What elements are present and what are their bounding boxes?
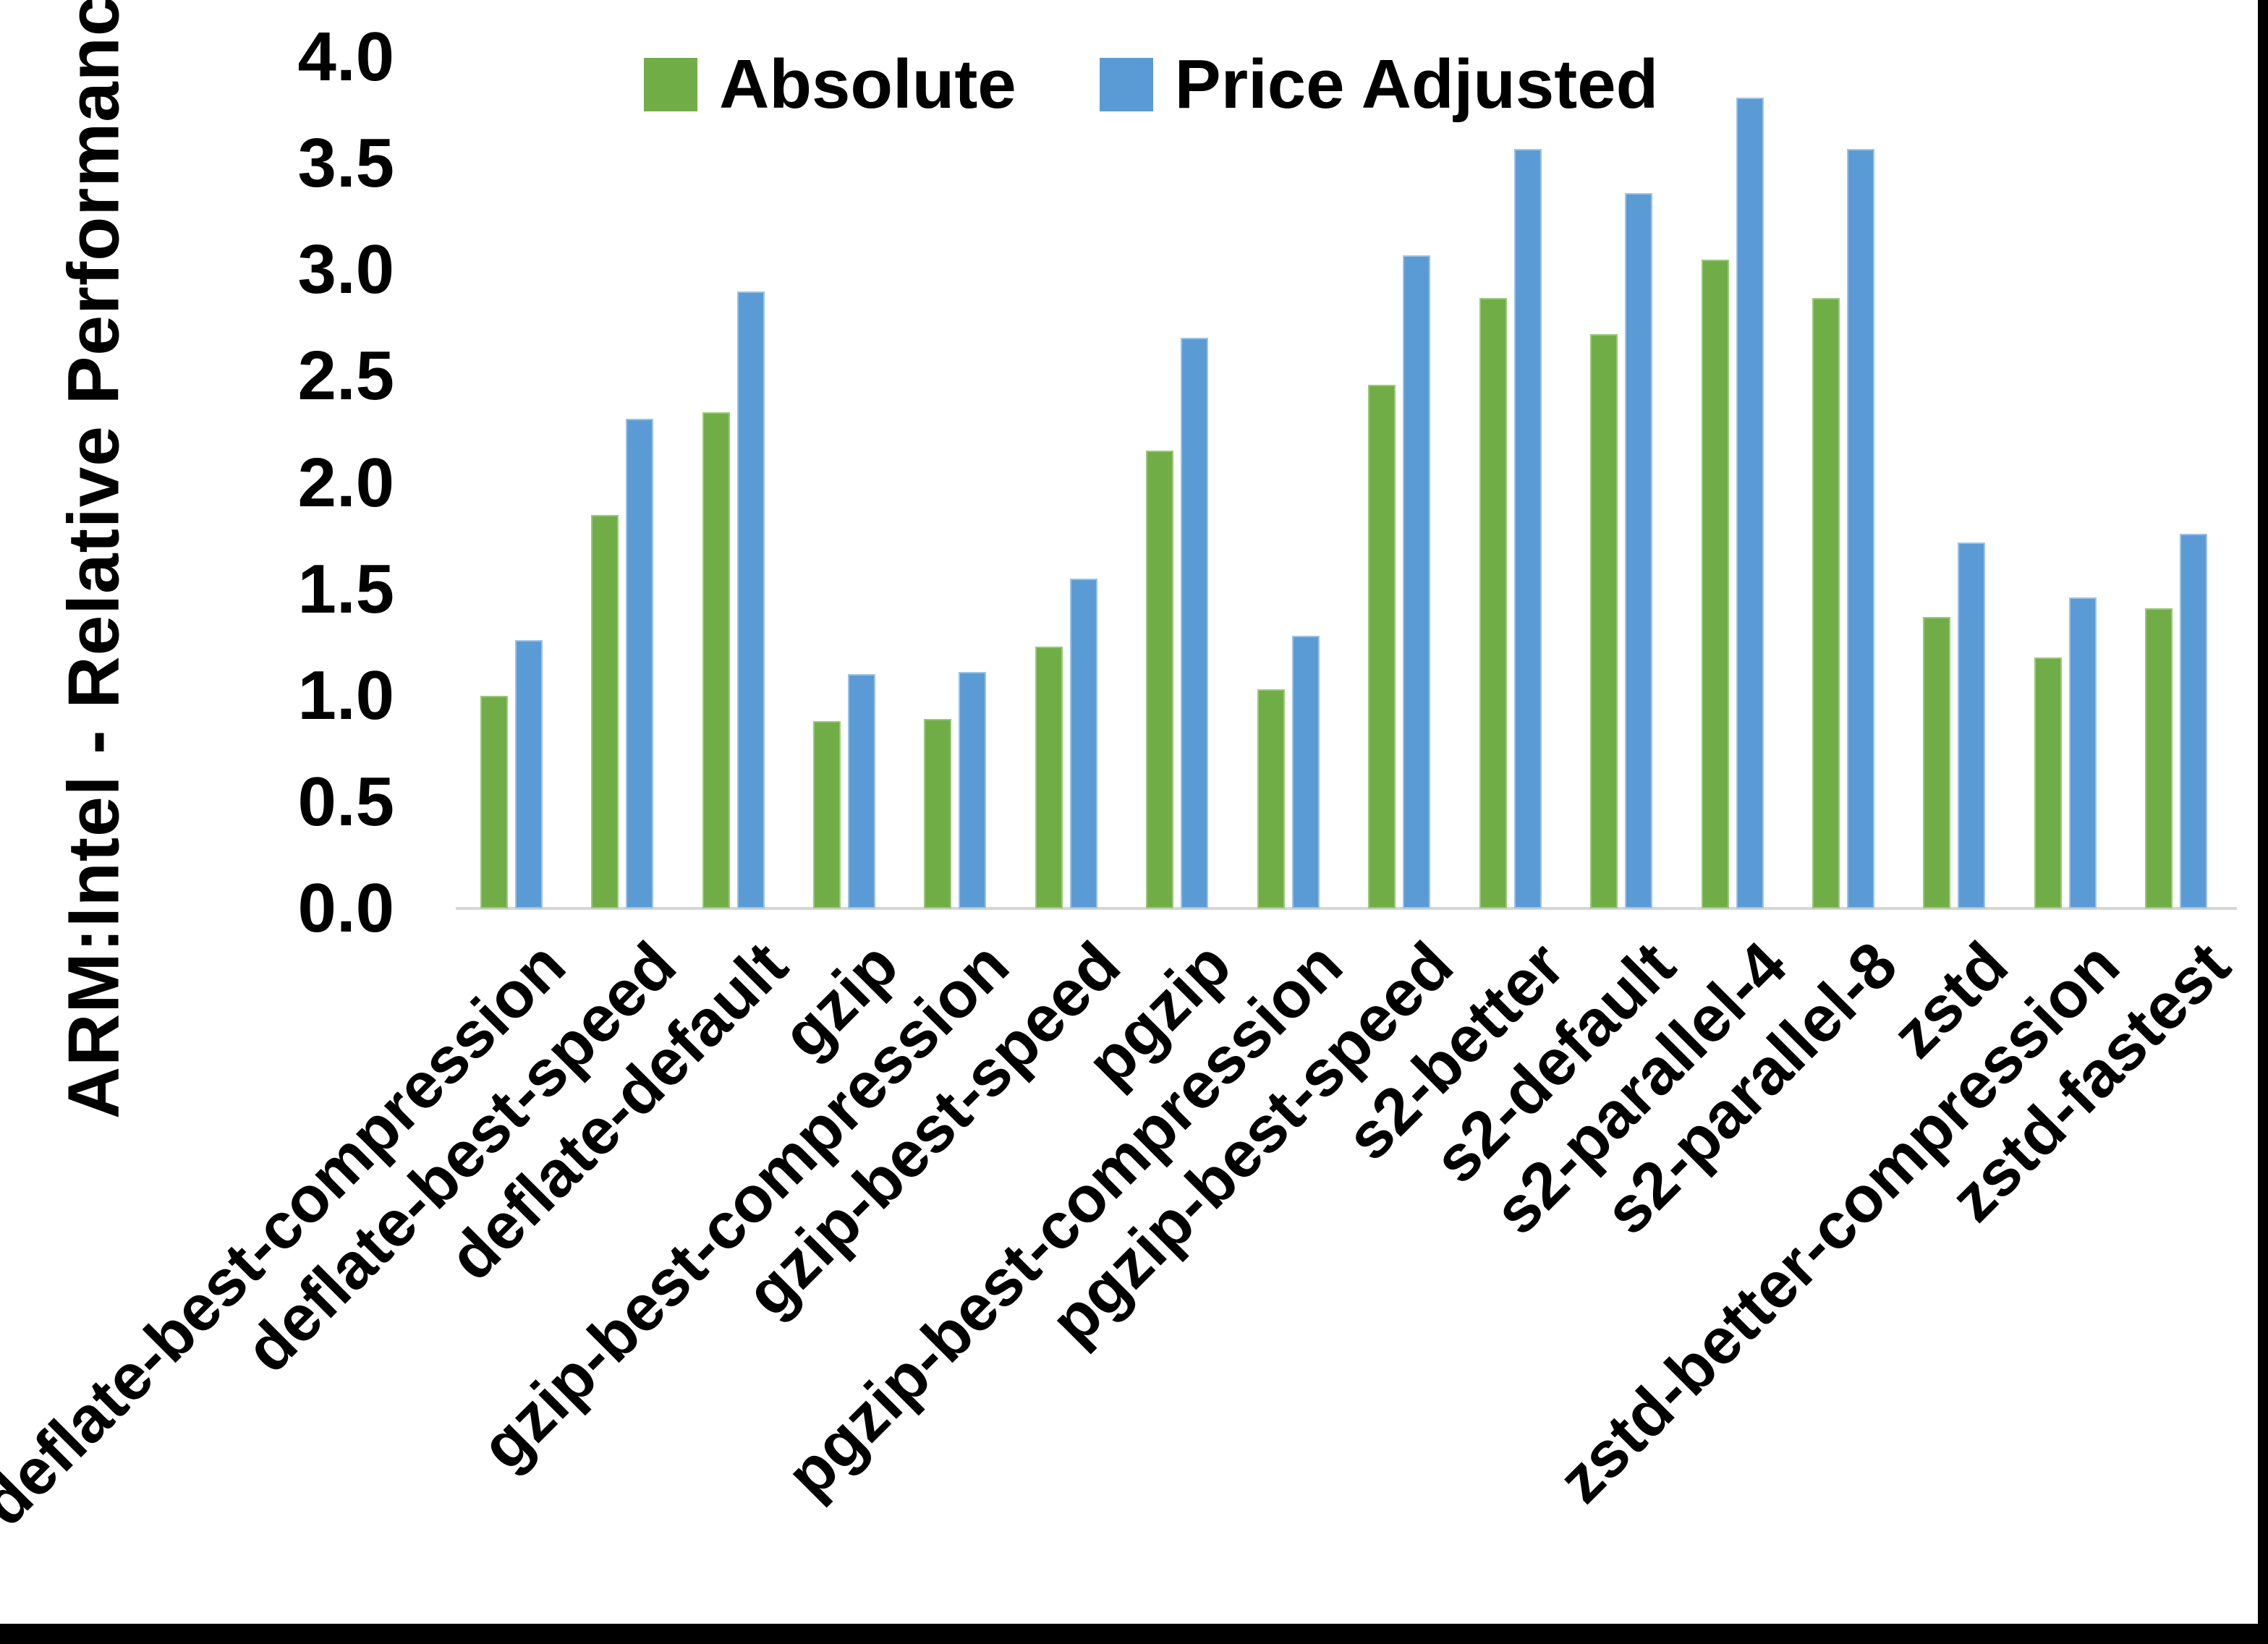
bar-price-adjusted-zstd-better-compression: [2069, 597, 2097, 908]
bar-absolute-deflate-default: [702, 412, 730, 908]
y-tick-label-0.5: 0.5: [297, 763, 394, 840]
y-axis-title: ARM:Intel - Relative Performance: [53, 0, 135, 1120]
bar-price-adjusted-deflate-best-speed: [626, 419, 653, 908]
bar-absolute-pgzip-best-speed: [1368, 385, 1396, 908]
y-tick-label-2.0: 2.0: [297, 444, 394, 521]
bar-absolute-zstd-better-compression: [2034, 657, 2062, 908]
bar-price-adjusted-pgzip-best-speed: [1403, 255, 1430, 908]
bar-absolute-gzip-best-speed: [1035, 647, 1063, 908]
bar-price-adjusted-gzip-best-compression: [959, 672, 986, 908]
y-tick-label-3.5: 3.5: [297, 124, 394, 202]
bar-price-adjusted-s2-parallel-4: [1736, 98, 1764, 908]
bar-price-adjusted-s2-parallel-8: [1847, 149, 1874, 908]
x-axis-line: [456, 907, 2237, 910]
bar-absolute-gzip: [813, 721, 841, 908]
legend-item-price-adjusted: Price Adjusted: [1099, 45, 1659, 124]
bar-absolute-s2-default: [1590, 334, 1618, 908]
legend-label-price-adjusted: Price Adjusted: [1174, 46, 1659, 123]
bar-price-adjusted-zstd: [1958, 542, 1985, 908]
window-edge-bottom: [0, 1624, 2268, 1644]
y-tick-label-4.0: 4.0: [297, 18, 394, 95]
y-tick-label-0.0: 0.0: [297, 869, 394, 947]
y-tick-label-1.0: 1.0: [297, 657, 394, 734]
window-edge-right: [2258, 0, 2268, 1644]
y-tick-label-1.5: 1.5: [297, 550, 394, 628]
y-tick-label-2.5: 2.5: [297, 337, 394, 414]
legend-swatch-price-adjusted-icon: [1099, 58, 1153, 111]
bar-absolute-pgzip-best-compression: [1257, 689, 1285, 908]
bar-price-adjusted-deflate-best-compression: [515, 640, 543, 908]
bar-absolute-zstd-fastest: [2145, 608, 2173, 908]
bar-absolute-s2-parallel-8: [1812, 298, 1840, 908]
bar-price-adjusted-deflate-default: [737, 291, 765, 908]
bar-absolute-gzip-best-compression: [924, 719, 951, 908]
chart-legend: Absolute Price Adjusted: [644, 45, 1658, 124]
bar-price-adjusted-gzip-best-speed: [1070, 579, 1097, 908]
legend-item-absolute: Absolute: [644, 45, 1016, 124]
bar-absolute-zstd: [1923, 617, 1950, 908]
bar-absolute-pgzip: [1146, 451, 1173, 908]
bar-price-adjusted-zstd-fastest: [2180, 534, 2207, 908]
bar-absolute-deflate-best-speed: [591, 515, 619, 908]
bar-price-adjusted-gzip: [848, 674, 875, 908]
bar-absolute-deflate-best-compression: [480, 696, 508, 908]
bar-price-adjusted-s2-better: [1514, 149, 1542, 908]
bar-absolute-s2-better: [1479, 298, 1507, 908]
legend-swatch-absolute-icon: [644, 58, 697, 111]
bar-absolute-s2-parallel-4: [1702, 260, 1729, 908]
y-tick-label-3.0: 3.0: [297, 231, 394, 308]
bar-price-adjusted-pgzip: [1181, 338, 1208, 908]
bar-price-adjusted-pgzip-best-compression: [1292, 636, 1320, 908]
bar-price-adjusted-s2-default: [1625, 193, 1652, 908]
legend-label-absolute: Absolute: [719, 46, 1016, 123]
